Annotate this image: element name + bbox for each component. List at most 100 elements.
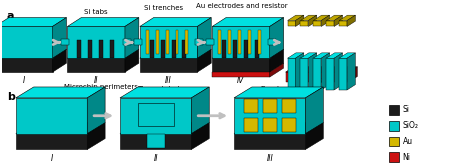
Bar (172, 40, 175, 58)
Bar (218, 30, 221, 54)
Bar (77, 40, 82, 58)
Polygon shape (313, 53, 329, 58)
Bar (282, 99, 295, 113)
Polygon shape (334, 53, 343, 90)
Polygon shape (67, 27, 125, 58)
Polygon shape (270, 63, 283, 77)
Bar (255, 40, 259, 58)
Bar (244, 99, 258, 113)
Polygon shape (288, 15, 304, 21)
Polygon shape (321, 15, 329, 27)
Polygon shape (87, 123, 105, 149)
Polygon shape (305, 123, 323, 149)
Polygon shape (288, 21, 295, 27)
FancyArrowPatch shape (198, 114, 224, 118)
Text: Ni: Ni (402, 153, 410, 162)
Polygon shape (270, 18, 283, 58)
Polygon shape (234, 134, 305, 149)
Bar (88, 40, 92, 58)
Bar (222, 40, 226, 58)
FancyArrowPatch shape (126, 40, 132, 45)
Polygon shape (313, 58, 321, 90)
Bar (248, 30, 251, 54)
Polygon shape (347, 53, 356, 90)
Polygon shape (67, 58, 125, 72)
Polygon shape (339, 53, 356, 58)
Polygon shape (313, 21, 321, 27)
Polygon shape (286, 67, 357, 72)
Text: II: II (94, 76, 99, 85)
Bar (263, 99, 277, 113)
Polygon shape (0, 49, 66, 58)
Polygon shape (120, 87, 209, 98)
Bar (110, 40, 114, 58)
Polygon shape (67, 18, 139, 27)
Polygon shape (16, 87, 105, 98)
Bar (238, 30, 241, 54)
Bar (123, 39, 131, 45)
Polygon shape (140, 58, 197, 72)
Text: II: II (154, 154, 158, 163)
Polygon shape (125, 18, 139, 58)
Text: III: III (266, 154, 273, 163)
Polygon shape (16, 98, 87, 134)
Polygon shape (309, 15, 317, 27)
Text: b: b (7, 92, 15, 102)
Bar (175, 30, 179, 54)
Polygon shape (197, 18, 211, 58)
Polygon shape (234, 98, 305, 134)
Bar (150, 40, 154, 58)
Polygon shape (0, 58, 53, 72)
Polygon shape (288, 53, 304, 58)
Bar (212, 72, 270, 77)
Polygon shape (326, 15, 343, 21)
Polygon shape (120, 123, 209, 134)
Bar (195, 39, 203, 45)
Text: III: III (165, 76, 172, 85)
Polygon shape (16, 134, 87, 149)
Bar (165, 30, 169, 54)
Text: I: I (50, 154, 53, 163)
Polygon shape (197, 49, 211, 72)
Bar (161, 40, 164, 58)
Text: Si trenches: Si trenches (144, 5, 183, 11)
Bar (282, 118, 295, 132)
Polygon shape (339, 21, 347, 27)
Bar (147, 134, 164, 148)
Bar (134, 39, 142, 45)
Bar (244, 40, 248, 58)
Polygon shape (191, 123, 209, 149)
Bar (268, 39, 276, 45)
Polygon shape (301, 15, 317, 21)
Polygon shape (67, 49, 139, 58)
Polygon shape (295, 15, 304, 27)
Text: Au electrodes and resistor: Au electrodes and resistor (196, 3, 288, 9)
Polygon shape (212, 18, 283, 27)
Polygon shape (326, 58, 334, 90)
Text: a: a (7, 11, 14, 21)
Bar (155, 30, 159, 54)
Polygon shape (339, 15, 356, 21)
Polygon shape (212, 58, 270, 72)
Polygon shape (53, 18, 66, 58)
Text: Au: Au (402, 137, 413, 146)
Polygon shape (347, 15, 356, 27)
Polygon shape (349, 67, 357, 82)
Bar (138, 103, 173, 126)
Polygon shape (120, 98, 191, 134)
Polygon shape (321, 53, 329, 90)
Bar (389, 121, 399, 131)
Bar (233, 40, 237, 58)
Bar (258, 30, 261, 54)
Bar (182, 40, 186, 58)
Text: I: I (23, 76, 25, 85)
Polygon shape (270, 49, 283, 72)
Polygon shape (53, 49, 66, 72)
FancyArrowPatch shape (274, 40, 279, 45)
Text: IV: IV (237, 76, 245, 85)
Polygon shape (140, 49, 211, 58)
Polygon shape (234, 87, 323, 98)
Polygon shape (301, 58, 309, 90)
Polygon shape (125, 49, 139, 72)
Bar (263, 118, 277, 132)
